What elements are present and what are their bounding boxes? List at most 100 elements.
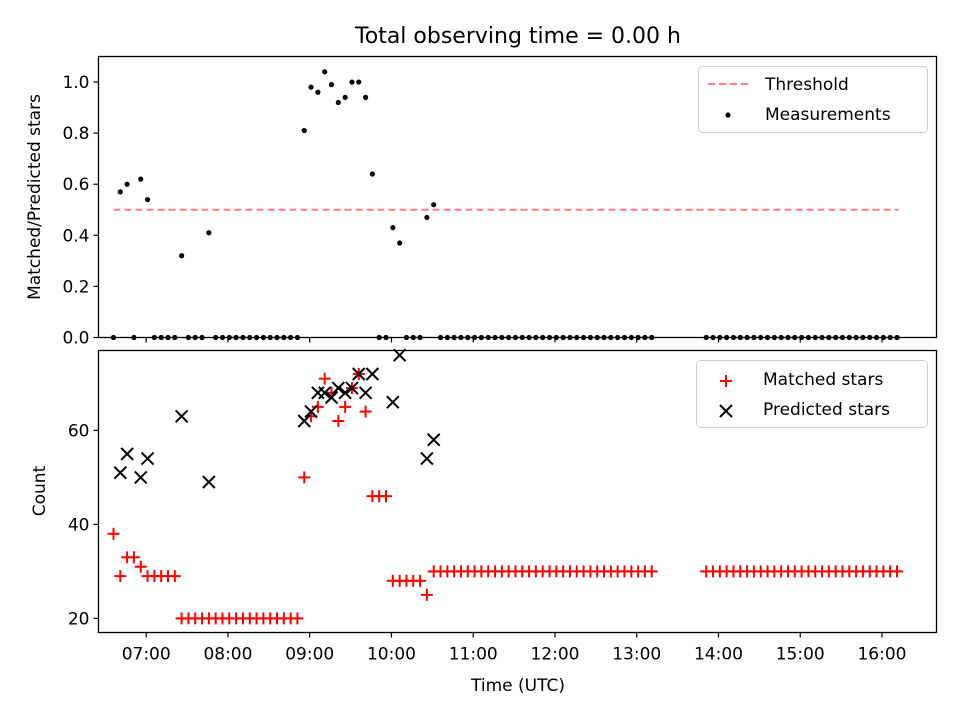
measurement-point [499, 334, 505, 341]
matched-star-point [291, 612, 304, 625]
predicted-star-point [120, 447, 134, 461]
measurement-point [860, 334, 866, 341]
bottom-plot-frame [97, 349, 938, 634]
x-tick-label: 15:00 [776, 645, 825, 665]
bottom-legend-box [696, 360, 928, 428]
measurement-point [362, 94, 369, 100]
matched-star-point [298, 471, 311, 484]
measurement-point [799, 334, 805, 341]
bottom-y-axis-label: Count [30, 465, 50, 516]
measurement-point [649, 334, 655, 341]
measurement-point [431, 202, 437, 208]
measurement-point [894, 334, 900, 341]
measurement-point [172, 334, 178, 341]
top-y-tick-label: 0.8 [62, 124, 89, 144]
measurement-point [826, 334, 832, 341]
matched-star-point [380, 490, 393, 503]
measurement-point [185, 334, 192, 341]
measurement-point [444, 334, 450, 341]
measurement-point [737, 334, 743, 341]
matched-star-point [114, 570, 127, 583]
measurement-point [601, 334, 607, 341]
measurement-point [785, 334, 791, 341]
predicted-star-point [352, 367, 366, 381]
matched-star-point [107, 527, 120, 540]
measurement-point [417, 334, 423, 341]
measurement-point [717, 334, 723, 341]
predicted-star-point [345, 381, 359, 395]
bottom-x-ticks: 07:00 08:00 09:00 10:00 11:00 12:00 13:00 14:00… [122, 632, 906, 665]
top-y-tick-label: 0.2 [62, 277, 89, 297]
measurement-point [764, 334, 771, 341]
legend-threshold-label: Threshold [764, 75, 849, 95]
measurement-point [267, 334, 273, 341]
measurement-point [812, 334, 818, 341]
top-y-tick-label: 0.4 [62, 226, 89, 246]
measurement-point [322, 69, 328, 75]
chart-title: Total observing time = 0.00 h [354, 24, 681, 49]
matched-star-point [359, 405, 372, 418]
x-tick-label: 09:00 [285, 645, 334, 665]
measurement-point [867, 334, 873, 341]
measurement-point [710, 334, 716, 341]
x-tick-label: 12:00 [530, 645, 579, 665]
predicted-star-point [317, 386, 332, 400]
measurement-point [560, 334, 566, 341]
bottom-y-tick-label: 40 [68, 515, 90, 535]
matched-star-point [414, 574, 427, 587]
measurement-point [144, 196, 151, 203]
measurement-point [124, 181, 130, 187]
top-y-tick-label: 0.6 [62, 175, 89, 195]
top-legend: Threshold Measurements [698, 66, 928, 133]
measurement-point [846, 334, 852, 341]
measurement-point [526, 334, 532, 341]
matched-stars-series [107, 368, 903, 625]
measurements-series [110, 69, 900, 341]
legend-predicted-label: Predicted stars [763, 400, 890, 420]
x-tick-label: 08:00 [203, 645, 252, 665]
predicted-star-point [297, 414, 311, 428]
matched-star-point [339, 400, 352, 413]
predicted-star-point [113, 465, 128, 480]
measurement-point [206, 230, 212, 236]
measurement-point [274, 334, 280, 341]
predicted-star-point [202, 475, 216, 489]
predicted-star-point [324, 390, 339, 405]
top-y-ticks: 0.0 0.2 0.4 0.6 0.8 1.0 [62, 73, 99, 349]
x-tick-label: 13:00 [612, 645, 661, 665]
measurement-point [281, 334, 287, 341]
measurement-point [213, 334, 219, 341]
legend-predicted-swatch [719, 404, 733, 418]
matched-star-point [420, 588, 433, 601]
measurement-point [873, 334, 880, 341]
measurement-point [703, 334, 709, 341]
measurement-point [567, 334, 573, 341]
measurement-point [410, 334, 416, 341]
measurement-point [383, 334, 389, 341]
measurement-point [356, 79, 362, 85]
bottom-panel: 20 40 60 07:00 08:00 09:00 10:00 11:00 12:00 13:… [30, 348, 938, 696]
top-y-tick-label: 0.0 [62, 329, 89, 349]
measurement-point [301, 127, 307, 134]
predicted-star-point [392, 348, 407, 362]
legend-matched-label: Matched stars [763, 370, 883, 390]
measurement-point [199, 334, 205, 341]
measurement-point [437, 334, 444, 341]
measurement-point [369, 171, 375, 177]
bottom-y-tick-label: 20 [68, 609, 90, 629]
measurement-point [724, 334, 730, 341]
predicted-star-point [134, 470, 148, 485]
predicted-star-point [358, 386, 373, 400]
bottom-y-tick-label: 60 [68, 421, 90, 441]
predicted-star-point [174, 409, 189, 424]
measurement-point [587, 334, 593, 341]
measurement-point [403, 334, 410, 341]
measurement-point [328, 82, 335, 88]
top-panel: Total observing time = 0.00 h 0.0 0.2 0.4 0… [25, 24, 938, 349]
measurement-point [219, 334, 226, 341]
measurement-point [308, 84, 314, 90]
measurement-point [546, 334, 553, 341]
measurement-point [506, 334, 512, 341]
measurement-point [833, 334, 839, 341]
measurement-point [451, 334, 457, 341]
